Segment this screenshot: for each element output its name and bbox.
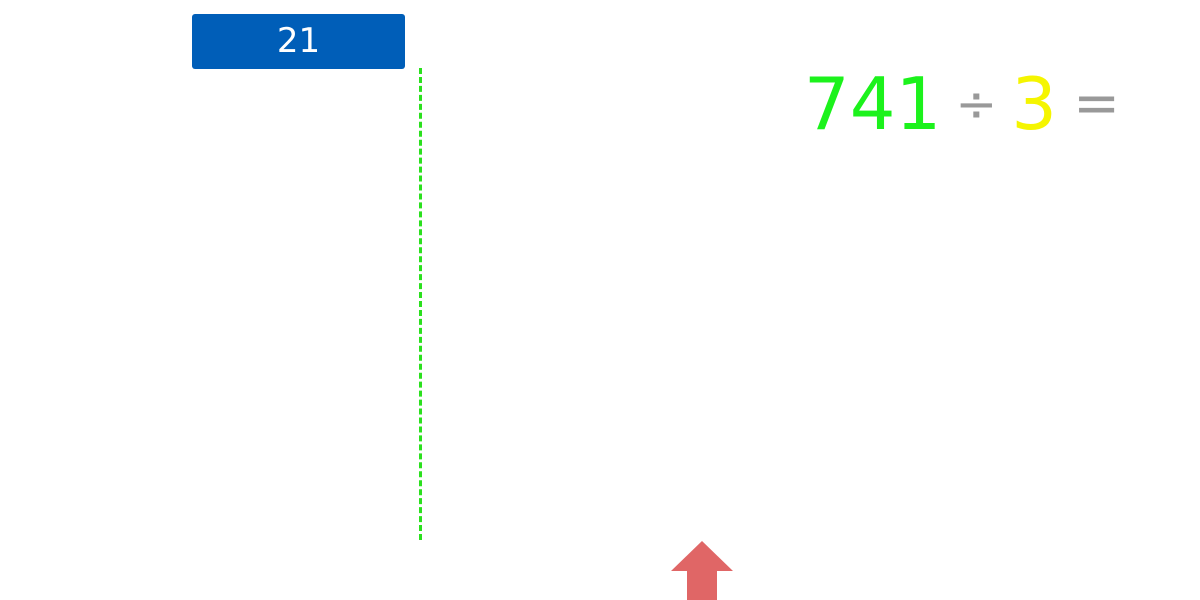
falling-answer-box[interactable]: 21 [192,14,405,69]
equation-divisor: 3 [1011,62,1058,146]
equation-divide-sign: ÷ [955,75,998,133]
equation-dividend: 741 [803,62,942,146]
up-arrow-icon [671,541,733,600]
shooter-up-arrow-icon[interactable] [671,541,733,600]
aim-guide-line [419,68,422,540]
equation: 741 ÷ 3 = [804,64,1120,144]
equation-equals-sign: = [1073,71,1120,136]
